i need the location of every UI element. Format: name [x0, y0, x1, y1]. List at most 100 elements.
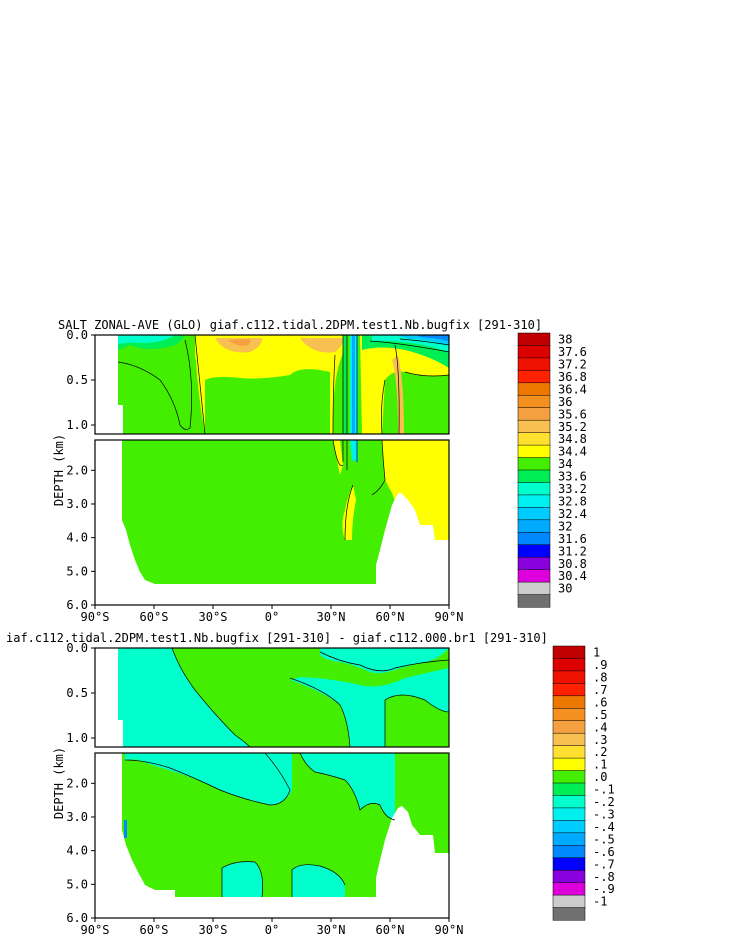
colorbar-swatch	[552, 732, 586, 747]
colorbar-label: .0	[593, 770, 607, 784]
y-tick-label: 0.5	[66, 373, 88, 387]
colorbar-label: 32.8	[558, 494, 587, 508]
colorbar-label: -.6	[593, 845, 615, 859]
chart-title-bottom: iaf.c112.tidal.2DPM.test1.Nb.bugfix [291…	[6, 631, 548, 645]
bottom-colorbar: 1.9.8.7.6.5.4.3.2.1.0-.1-.2-.3-.4-.5-.6-…	[552, 645, 615, 921]
colorbar-label: 34.4	[558, 445, 587, 459]
colorbar-label: 31.6	[558, 532, 587, 546]
colorbar-label: 34	[558, 457, 572, 471]
colorbar-label: 32.4	[558, 507, 587, 521]
colorbar-label: -.7	[593, 857, 615, 871]
colorbar-swatch	[552, 894, 586, 909]
bottom-upper-frame	[94, 647, 450, 748]
colorbar-label: 36	[558, 395, 572, 409]
x-tick-label: 90°N	[435, 923, 464, 937]
colorbar-swatch	[552, 745, 586, 759]
colorbar-swatch	[552, 782, 586, 797]
colorbar-swatch	[552, 670, 586, 684]
colorbar-swatch	[552, 708, 586, 722]
y-tick-label: 0.5	[66, 686, 88, 700]
x-tick-label: 60°N	[376, 610, 405, 624]
colorbar-swatch	[552, 658, 586, 672]
x-tick-label: 30°N	[317, 610, 346, 624]
colorbar-label: -.5	[593, 832, 615, 846]
y-axis-label: DEPTH (km)	[52, 434, 66, 506]
top-upper-frame	[94, 334, 450, 435]
y-tick-label: 6.0	[66, 911, 88, 925]
colorbar-label: 33.2	[558, 482, 587, 496]
top-lower-field	[95, 439, 449, 605]
colorbar-label: -1	[593, 895, 607, 909]
colorbar-swatch	[517, 382, 551, 396]
colorbar-label: 32	[558, 519, 572, 533]
x-tick-label: 0°	[265, 610, 279, 624]
colorbar-swatch	[517, 419, 551, 434]
y-tick-label: 5.0	[66, 564, 88, 578]
colorbar-label: 37.2	[558, 357, 587, 371]
colorbar-label: -.3	[593, 807, 615, 821]
y-tick-label: 6.0	[66, 598, 88, 612]
colorbar-label: .2	[593, 745, 607, 759]
colorbar-label: .7	[593, 683, 607, 697]
bottom-upper-field	[95, 647, 450, 748]
colorbar-swatch	[552, 757, 586, 772]
y-tick-label: 2.0	[66, 776, 88, 790]
colorbar-swatch	[552, 907, 586, 921]
colorbar-label: .6	[593, 695, 607, 709]
colorbar-swatch	[517, 395, 551, 409]
colorbar-swatch	[552, 820, 586, 834]
y-tick-label: 3.0	[66, 497, 88, 511]
x-tick-label: 60°S	[140, 610, 169, 624]
colorbar-swatch	[517, 482, 551, 496]
x-tick-label: 60°S	[140, 923, 169, 937]
y-tick-label: 1.0	[66, 418, 88, 432]
y-axis-label: DEPTH (km)	[52, 747, 66, 819]
x-tick-label: 60°N	[376, 923, 405, 937]
colorbar-swatch	[552, 845, 586, 859]
y-tick-label: 0.0	[66, 641, 88, 655]
x-tick-label: 90°S	[81, 923, 110, 937]
colorbar-label: .9	[593, 658, 607, 672]
colorbar-label: .8	[593, 670, 607, 684]
x-tick-label: 30°N	[317, 923, 346, 937]
x-tick-label: 90°N	[435, 610, 464, 624]
colorbar-label: 30.8	[558, 557, 587, 571]
colorbar-swatch	[517, 569, 551, 583]
top-axes: 0.0 0.5 1.0 2.0 3.0 4.0 5.0 6.0 DEPTH (km) 90°S 60…	[52, 328, 463, 624]
colorbar-swatch	[517, 345, 551, 359]
colorbar-label: 1	[593, 646, 600, 660]
colorbar-swatch	[552, 882, 586, 896]
colorbar-swatch	[517, 469, 551, 484]
colorbar-swatch	[517, 432, 551, 446]
colorbar-swatch	[552, 645, 586, 660]
colorbar-swatch	[552, 795, 586, 809]
x-tick-label: 90°S	[81, 610, 110, 624]
colorbar-label: -.4	[593, 820, 615, 834]
colorbar-label: 36.8	[558, 370, 587, 384]
colorbar-swatch	[517, 532, 551, 546]
y-tick-label: 4.0	[66, 844, 88, 858]
colorbar-label: 33.6	[558, 470, 587, 484]
top-colorbar: 3837.637.236.836.43635.635.234.834.43433…	[517, 333, 587, 608]
colorbar-label: 35.2	[558, 420, 587, 434]
top-upper-field	[95, 334, 450, 435]
colorbar-label: 30	[558, 582, 572, 596]
colorbar-swatch	[517, 594, 551, 608]
colorbar-swatch	[552, 807, 586, 821]
colorbar-swatch	[517, 407, 551, 421]
bottom-axes: 0.0 0.5 1.0 2.0 3.0 4.0 5.0 6.0 DEPTH (km) 90°S 60…	[52, 641, 463, 937]
colorbar-swatch	[517, 494, 551, 508]
colorbar-swatch	[552, 869, 586, 884]
colorbar-swatch	[517, 519, 551, 533]
colorbar-swatch	[552, 683, 586, 697]
colorbar-label: 38	[558, 333, 572, 347]
colorbar-swatch	[517, 581, 551, 596]
y-tick-label: 1.0	[66, 731, 88, 745]
colorbar-swatch	[552, 695, 586, 709]
colorbar-label: -.1	[593, 783, 615, 797]
colorbar-label: -.2	[593, 795, 615, 809]
y-tick-label: 4.0	[66, 531, 88, 545]
colorbar-label: -.9	[593, 882, 615, 896]
colorbar-swatch	[517, 544, 551, 558]
